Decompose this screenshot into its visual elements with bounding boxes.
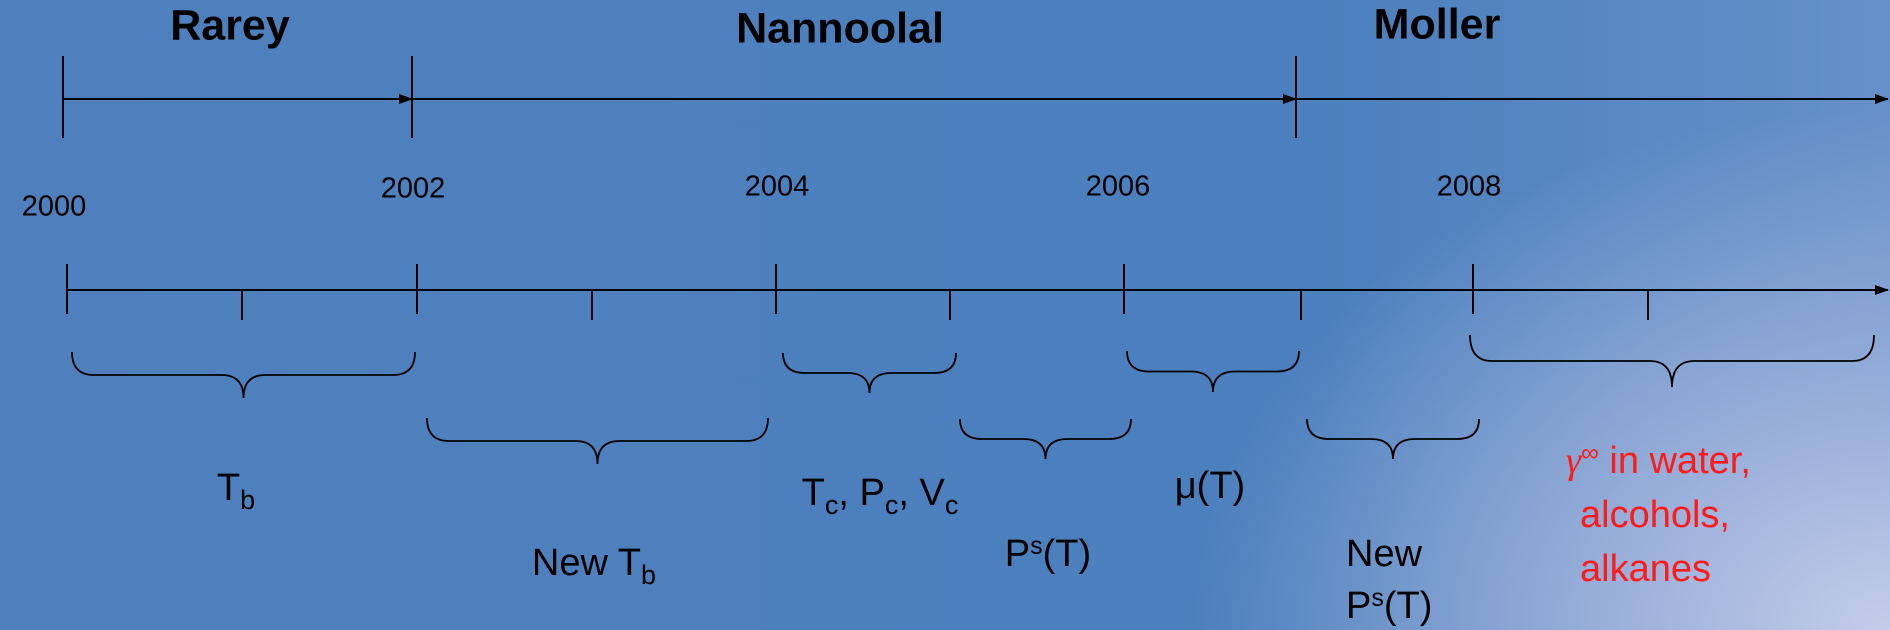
label-part: alcohols, xyxy=(1580,494,1730,536)
label-part: b xyxy=(240,485,255,515)
property-label: γ∞ in water, xyxy=(1566,439,1751,482)
property-label: Tb xyxy=(217,467,255,515)
brace xyxy=(959,418,1132,460)
label-part: , V xyxy=(898,472,945,514)
label-part: c xyxy=(825,490,839,520)
label-part: alkanes xyxy=(1580,548,1711,590)
label-part: P xyxy=(1346,585,1371,627)
property-label: alkanes xyxy=(1580,548,1711,590)
property-label: alcohols, xyxy=(1580,494,1730,536)
phase-label: Nannoolal xyxy=(736,4,944,52)
property-label: Ps(T) xyxy=(1346,584,1432,627)
label-part: T xyxy=(217,467,240,509)
label-part: s xyxy=(1030,532,1043,560)
property-label: Tc, Pc, Vc xyxy=(802,472,959,520)
label-part: P xyxy=(1005,533,1030,575)
label-part: New xyxy=(1346,533,1423,575)
label-part: (T) xyxy=(1043,533,1092,575)
year-label: 2006 xyxy=(1086,171,1151,203)
property-label: New xyxy=(1346,533,1423,575)
label-part: New T xyxy=(532,542,641,584)
label-part: ∞ xyxy=(1581,439,1599,467)
phase-label: Moller xyxy=(1374,0,1501,48)
phase-axis xyxy=(62,56,1889,138)
brace xyxy=(71,351,416,399)
property-label: Ps(T) xyxy=(1005,532,1091,575)
year-label: 2004 xyxy=(745,171,810,203)
label-part: T xyxy=(802,472,825,514)
phase-label: Rarey xyxy=(170,1,290,49)
label-part: (T) xyxy=(1384,585,1433,627)
brace xyxy=(1469,334,1875,388)
brace xyxy=(782,352,957,394)
label-part: c xyxy=(945,490,959,520)
property-label: New Tb xyxy=(532,542,656,590)
brace xyxy=(426,417,769,465)
year-label: 2000 xyxy=(22,191,87,223)
year-label: 2002 xyxy=(381,173,446,205)
brace xyxy=(1126,350,1300,393)
property-label: μ(T) xyxy=(1175,465,1245,507)
brace xyxy=(1306,418,1480,460)
label-part: , P xyxy=(838,472,884,514)
label-part: μ(T) xyxy=(1175,465,1245,507)
label-part: c xyxy=(885,490,899,520)
year-label: 2008 xyxy=(1437,171,1502,203)
content: Rarey Nannoolal Moller 2000 2002 2004 2006 2008… xyxy=(22,0,1875,627)
label-part: s xyxy=(1371,584,1384,612)
label-part: γ xyxy=(1566,440,1582,482)
label-part: in water, xyxy=(1599,440,1751,482)
label-part: b xyxy=(641,560,656,590)
